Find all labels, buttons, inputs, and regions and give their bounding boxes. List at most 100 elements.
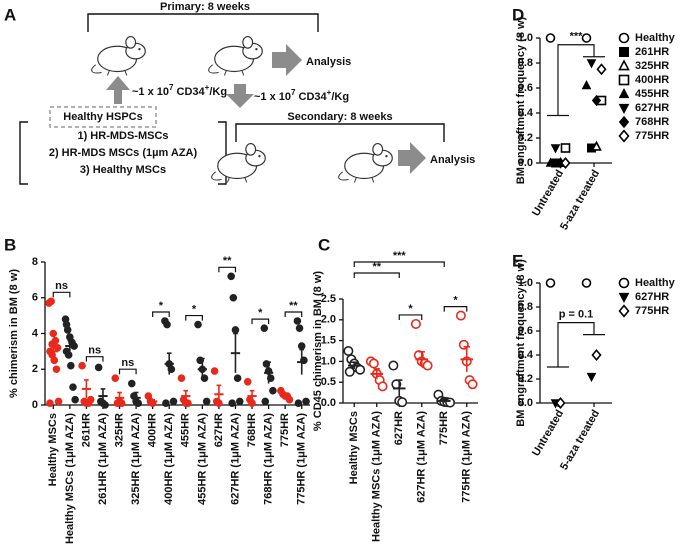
data-point <box>50 356 59 365</box>
significance-label: ns <box>88 345 101 357</box>
data-point <box>227 272 235 281</box>
data-point <box>69 383 77 391</box>
y-tick-label: 0.8 <box>518 301 533 313</box>
legend-marker <box>618 292 630 304</box>
y-tick-label: 6 <box>32 292 38 304</box>
data-point <box>550 144 561 154</box>
data-point <box>295 324 304 332</box>
donor-label: Healthy HSPCs <box>63 111 142 123</box>
data-point <box>293 317 302 325</box>
mouse-icon <box>338 142 393 183</box>
significance-bracket <box>52 291 71 298</box>
panel-letter: B <box>4 235 16 254</box>
significance-label: ** <box>372 261 381 273</box>
data-point <box>294 399 303 408</box>
data-point <box>297 342 306 350</box>
data-point <box>591 140 602 151</box>
data-point <box>302 397 310 406</box>
data-point <box>64 351 73 359</box>
y-tick-label: 1.0 <box>518 277 533 289</box>
data-point <box>368 358 379 369</box>
x-tick-label: 627HR (1μM AZA) <box>229 413 241 505</box>
significance-bracket <box>218 266 237 273</box>
y-tick-label: 0.6 <box>518 325 533 337</box>
x-tick-label: 775HR <box>279 413 291 447</box>
data-point <box>127 379 136 388</box>
x-tick-label: 455HR <box>180 413 192 447</box>
data-point <box>243 377 252 386</box>
data-point <box>410 318 421 329</box>
legend-label: 455HR <box>635 88 669 100</box>
panel-letter: A <box>4 5 16 24</box>
y-tick-label: 1.5 <box>321 335 336 347</box>
data-point <box>343 345 354 356</box>
legend-label: 775HR <box>635 130 669 142</box>
data-point <box>228 399 236 408</box>
legend-label: 400HR <box>635 74 669 86</box>
x-tick-label: Healthy MSCs <box>348 411 360 484</box>
y-tick-label: 8 <box>32 256 38 268</box>
condition: 1) HR-MDS-MSCs <box>77 130 168 142</box>
legend-marker <box>618 87 630 99</box>
data-point <box>231 326 240 334</box>
legend-label: 261HR <box>635 46 669 58</box>
y-tick-label: 0.5 <box>321 376 336 388</box>
significance-bracket <box>557 322 595 367</box>
significance-label: ** <box>289 300 298 312</box>
x-tick-label: 325HR <box>113 413 125 447</box>
data-point <box>545 157 556 167</box>
data-point <box>169 397 178 406</box>
x-tick-label: 775HR (1μM AZA) <box>461 411 473 503</box>
data-point <box>586 372 597 383</box>
legend-label: 768HR <box>635 116 669 128</box>
legend-marker <box>618 304 630 318</box>
primary-label: Primary: 8 weeks <box>160 1 250 13</box>
condition: 2) HR-MDS MSCs (1µm AZA) <box>49 147 198 159</box>
y-tick-label: 1.0 <box>518 32 533 44</box>
data-point <box>111 374 120 382</box>
x-tick-label: Healthy MSCs (1μM AZA) <box>64 413 76 544</box>
x-tick-label: 768HR (1μM AZA) <box>263 413 275 505</box>
significance-label: p = 0.1 <box>559 309 594 321</box>
x-tick-label: 775HR <box>438 411 450 445</box>
panel-letter: D <box>512 5 524 24</box>
significance-bracket <box>118 368 137 375</box>
significance-bracket <box>398 314 423 320</box>
data-point <box>596 63 607 76</box>
data-point <box>586 59 597 69</box>
y-tick-label: 4 <box>32 327 39 339</box>
data-point <box>54 397 63 406</box>
timeline <box>235 123 445 142</box>
y-tick-label: 2.0 <box>321 314 336 326</box>
significance-label: * <box>408 303 413 315</box>
y-axis-label: BM engraftment frequency (8 w) <box>515 259 527 427</box>
data-point <box>560 156 571 170</box>
significance-label: * <box>258 307 263 319</box>
legend-marker <box>619 47 629 57</box>
x-tick-label: Healthy MSCs (1μM AZA) <box>371 411 383 542</box>
data-point <box>163 320 171 329</box>
data-point <box>52 365 61 374</box>
data-point <box>261 397 270 406</box>
data-point <box>591 348 602 362</box>
legend-label: 627HR <box>635 291 669 303</box>
arrow <box>226 84 254 108</box>
data-point <box>422 360 433 371</box>
legend-marker <box>618 129 630 143</box>
panel-a: A Primary: 8 weeks Analysis ~1 x 107 CD3… <box>4 1 475 185</box>
dose-label: ~1 x 107 CD34+/Kg <box>254 88 349 103</box>
data-point <box>355 364 366 375</box>
y-tick-label: 0.0 <box>518 397 533 409</box>
y-axis-label: % chimerism in BM (8 w) <box>8 269 20 398</box>
significance-label: ns <box>55 280 68 292</box>
data-point <box>581 278 592 288</box>
legend-label: 775HR <box>635 305 669 317</box>
y-tick-label: 0.8 <box>518 57 533 69</box>
data-point <box>260 324 269 332</box>
x-tick-label: 5-aza treated <box>558 168 602 232</box>
y-tick-label: 2.5 <box>321 293 336 305</box>
y-tick-label: 0.2 <box>518 132 533 144</box>
x-tick-label: 627HR <box>393 411 405 445</box>
x-tick-label: 400HR (1μM AZA) <box>163 413 175 505</box>
x-tick-label: 768HR <box>246 413 258 447</box>
